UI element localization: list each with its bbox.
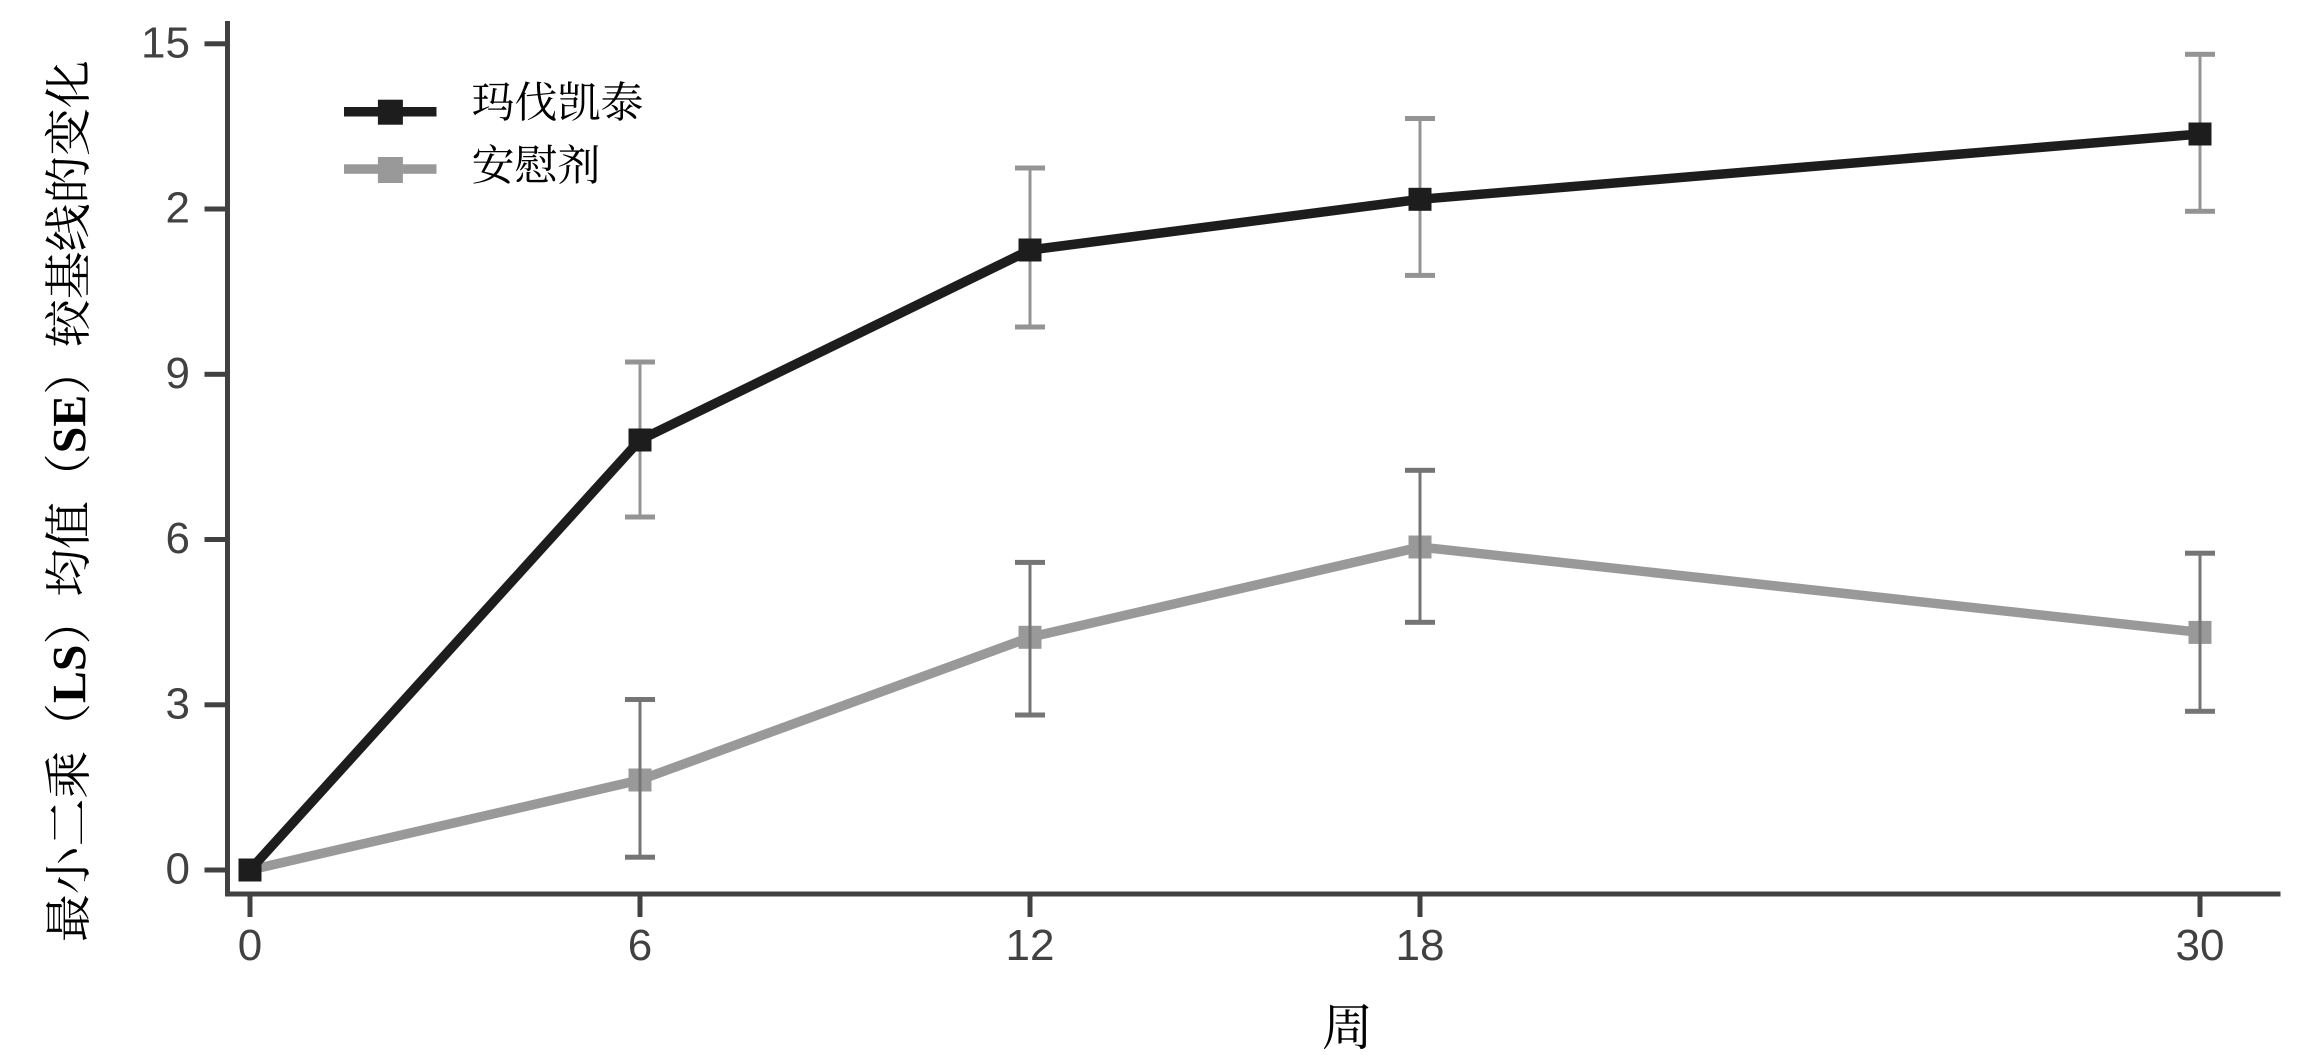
svg-text:6: 6 (628, 921, 652, 970)
svg-text:18: 18 (1396, 921, 1445, 970)
svg-text:3: 3 (166, 679, 190, 728)
svg-text:9: 9 (166, 349, 190, 398)
svg-text:12: 12 (1006, 921, 1055, 970)
svg-text:15: 15 (141, 18, 190, 67)
svg-text:0: 0 (166, 845, 190, 894)
svg-text:6: 6 (166, 514, 190, 563)
svg-text:0: 0 (238, 921, 262, 970)
svg-text:2: 2 (166, 184, 190, 233)
svg-text:30: 30 (2176, 921, 2225, 970)
